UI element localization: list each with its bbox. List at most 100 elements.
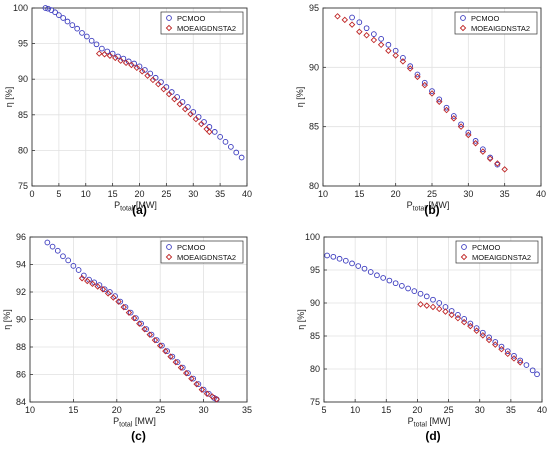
data-point-circle: [70, 263, 77, 269]
data-point-circle: [349, 14, 355, 21]
legend-box: [160, 11, 244, 35]
data-point-diamond: [176, 100, 184, 108]
x-tick-label: 15: [381, 405, 391, 415]
data-point-circle: [56, 12, 62, 18]
data-point-circle: [49, 243, 56, 250]
data-point-circle: [371, 31, 377, 37]
data-point-diamond: [498, 345, 505, 353]
data-point-circle: [472, 138, 479, 144]
data-point-circle: [423, 293, 430, 300]
x-tick-label: 40: [242, 189, 252, 199]
data-point-diamond: [99, 286, 107, 293]
data-point-circle: [486, 334, 492, 341]
data-point-diamond: [156, 342, 164, 349]
x-tick-label: 10: [350, 405, 360, 415]
y-tick-label: 90: [18, 74, 28, 84]
legend-entry: MOEAIGDNSTA2: [471, 24, 530, 33]
data-point-circle: [467, 320, 474, 327]
data-point-diamond: [155, 80, 162, 88]
data-point-circle: [88, 37, 95, 44]
data-point-diamond: [473, 327, 480, 334]
data-point-diamond: [460, 318, 468, 326]
data-point-diamond: [110, 294, 117, 301]
data-point-diamond: [128, 61, 135, 69]
data-point-circle: [399, 282, 405, 289]
data-point-diamond: [89, 280, 96, 287]
x-axis-label-main: P: [408, 416, 414, 426]
y-tick-label: 75: [18, 181, 28, 191]
data-point-diamond: [192, 115, 200, 123]
data-point-circle: [222, 139, 229, 145]
data-point-circle: [117, 298, 124, 305]
data-point-diamond: [193, 380, 200, 388]
data-point-circle: [99, 45, 105, 52]
data-point-diamond: [510, 355, 518, 362]
data-point-circle: [44, 239, 51, 246]
data-point-diamond: [203, 390, 211, 397]
data-point-diamond: [130, 314, 138, 322]
data-point-circle: [164, 348, 170, 354]
data-point-diamond: [112, 54, 119, 62]
data-point-diamond: [442, 308, 449, 315]
data-point-diamond: [171, 95, 178, 103]
data-point-circle: [405, 285, 411, 292]
data-point-diamond: [370, 36, 378, 44]
data-point-diamond: [198, 386, 206, 393]
axes-box: [323, 236, 543, 403]
data-point-circle: [443, 104, 450, 111]
y-tick-label: 100: [13, 3, 28, 13]
data-point-circle: [342, 257, 349, 264]
data-point-diamond: [472, 140, 479, 147]
data-point-diamond: [429, 303, 437, 311]
data-point-circle: [93, 41, 100, 48]
data-point-diamond: [84, 277, 91, 285]
data-point-circle: [45, 5, 51, 12]
legend-marker-circle: [166, 244, 172, 250]
data-point-diamond: [486, 155, 494, 162]
series-moeaigdnsta2: [417, 301, 524, 366]
data-point-diamond: [209, 393, 216, 400]
data-point-diamond: [160, 85, 167, 93]
x-tick-label: 25: [444, 405, 454, 415]
data-point-circle: [336, 255, 343, 262]
data-point-circle: [417, 290, 424, 297]
data-point-circle: [65, 257, 72, 264]
x-tick-label: 40: [536, 189, 546, 199]
x-tick-label: 25: [161, 189, 171, 199]
legend-marker-diamond: [165, 24, 173, 32]
legend-marker-diamond: [460, 253, 468, 261]
data-point-circle: [42, 5, 49, 11]
data-point-circle: [385, 41, 392, 48]
data-point-diamond: [177, 364, 185, 371]
data-point-circle: [205, 390, 212, 397]
data-point-circle: [363, 25, 370, 32]
data-point-circle: [190, 375, 197, 382]
data-point-diamond: [141, 325, 148, 333]
data-point-circle: [127, 309, 134, 316]
data-point-circle: [349, 260, 355, 267]
x-axis-label: Ptotal [MW]: [113, 416, 156, 429]
x-tick-label: 25: [427, 189, 437, 199]
x-tick-label: 15: [354, 189, 364, 199]
data-point-diamond: [465, 131, 472, 139]
data-point-diamond: [94, 283, 101, 290]
legend-entry: MOEAIGDNSTA2: [177, 24, 236, 33]
data-point-diamond: [406, 65, 414, 72]
data-point-diamond: [106, 52, 114, 59]
data-point-diamond: [363, 32, 370, 39]
x-tick-label: 35: [500, 189, 510, 199]
data-point-circle: [233, 149, 240, 156]
data-point-circle: [479, 329, 486, 336]
x-axis-label-sub: total: [413, 206, 427, 213]
x-tick-label: 15: [108, 189, 118, 199]
y-tick-label: 95: [18, 39, 28, 49]
y-tick-label: 94: [16, 260, 26, 270]
data-point-diamond: [133, 64, 141, 72]
data-point-circle: [153, 337, 160, 343]
data-point-diamond: [435, 305, 443, 313]
y-tick-label: 90: [309, 62, 319, 72]
x-tick-label: 10: [25, 405, 35, 415]
legend-marker-circle: [166, 15, 172, 21]
